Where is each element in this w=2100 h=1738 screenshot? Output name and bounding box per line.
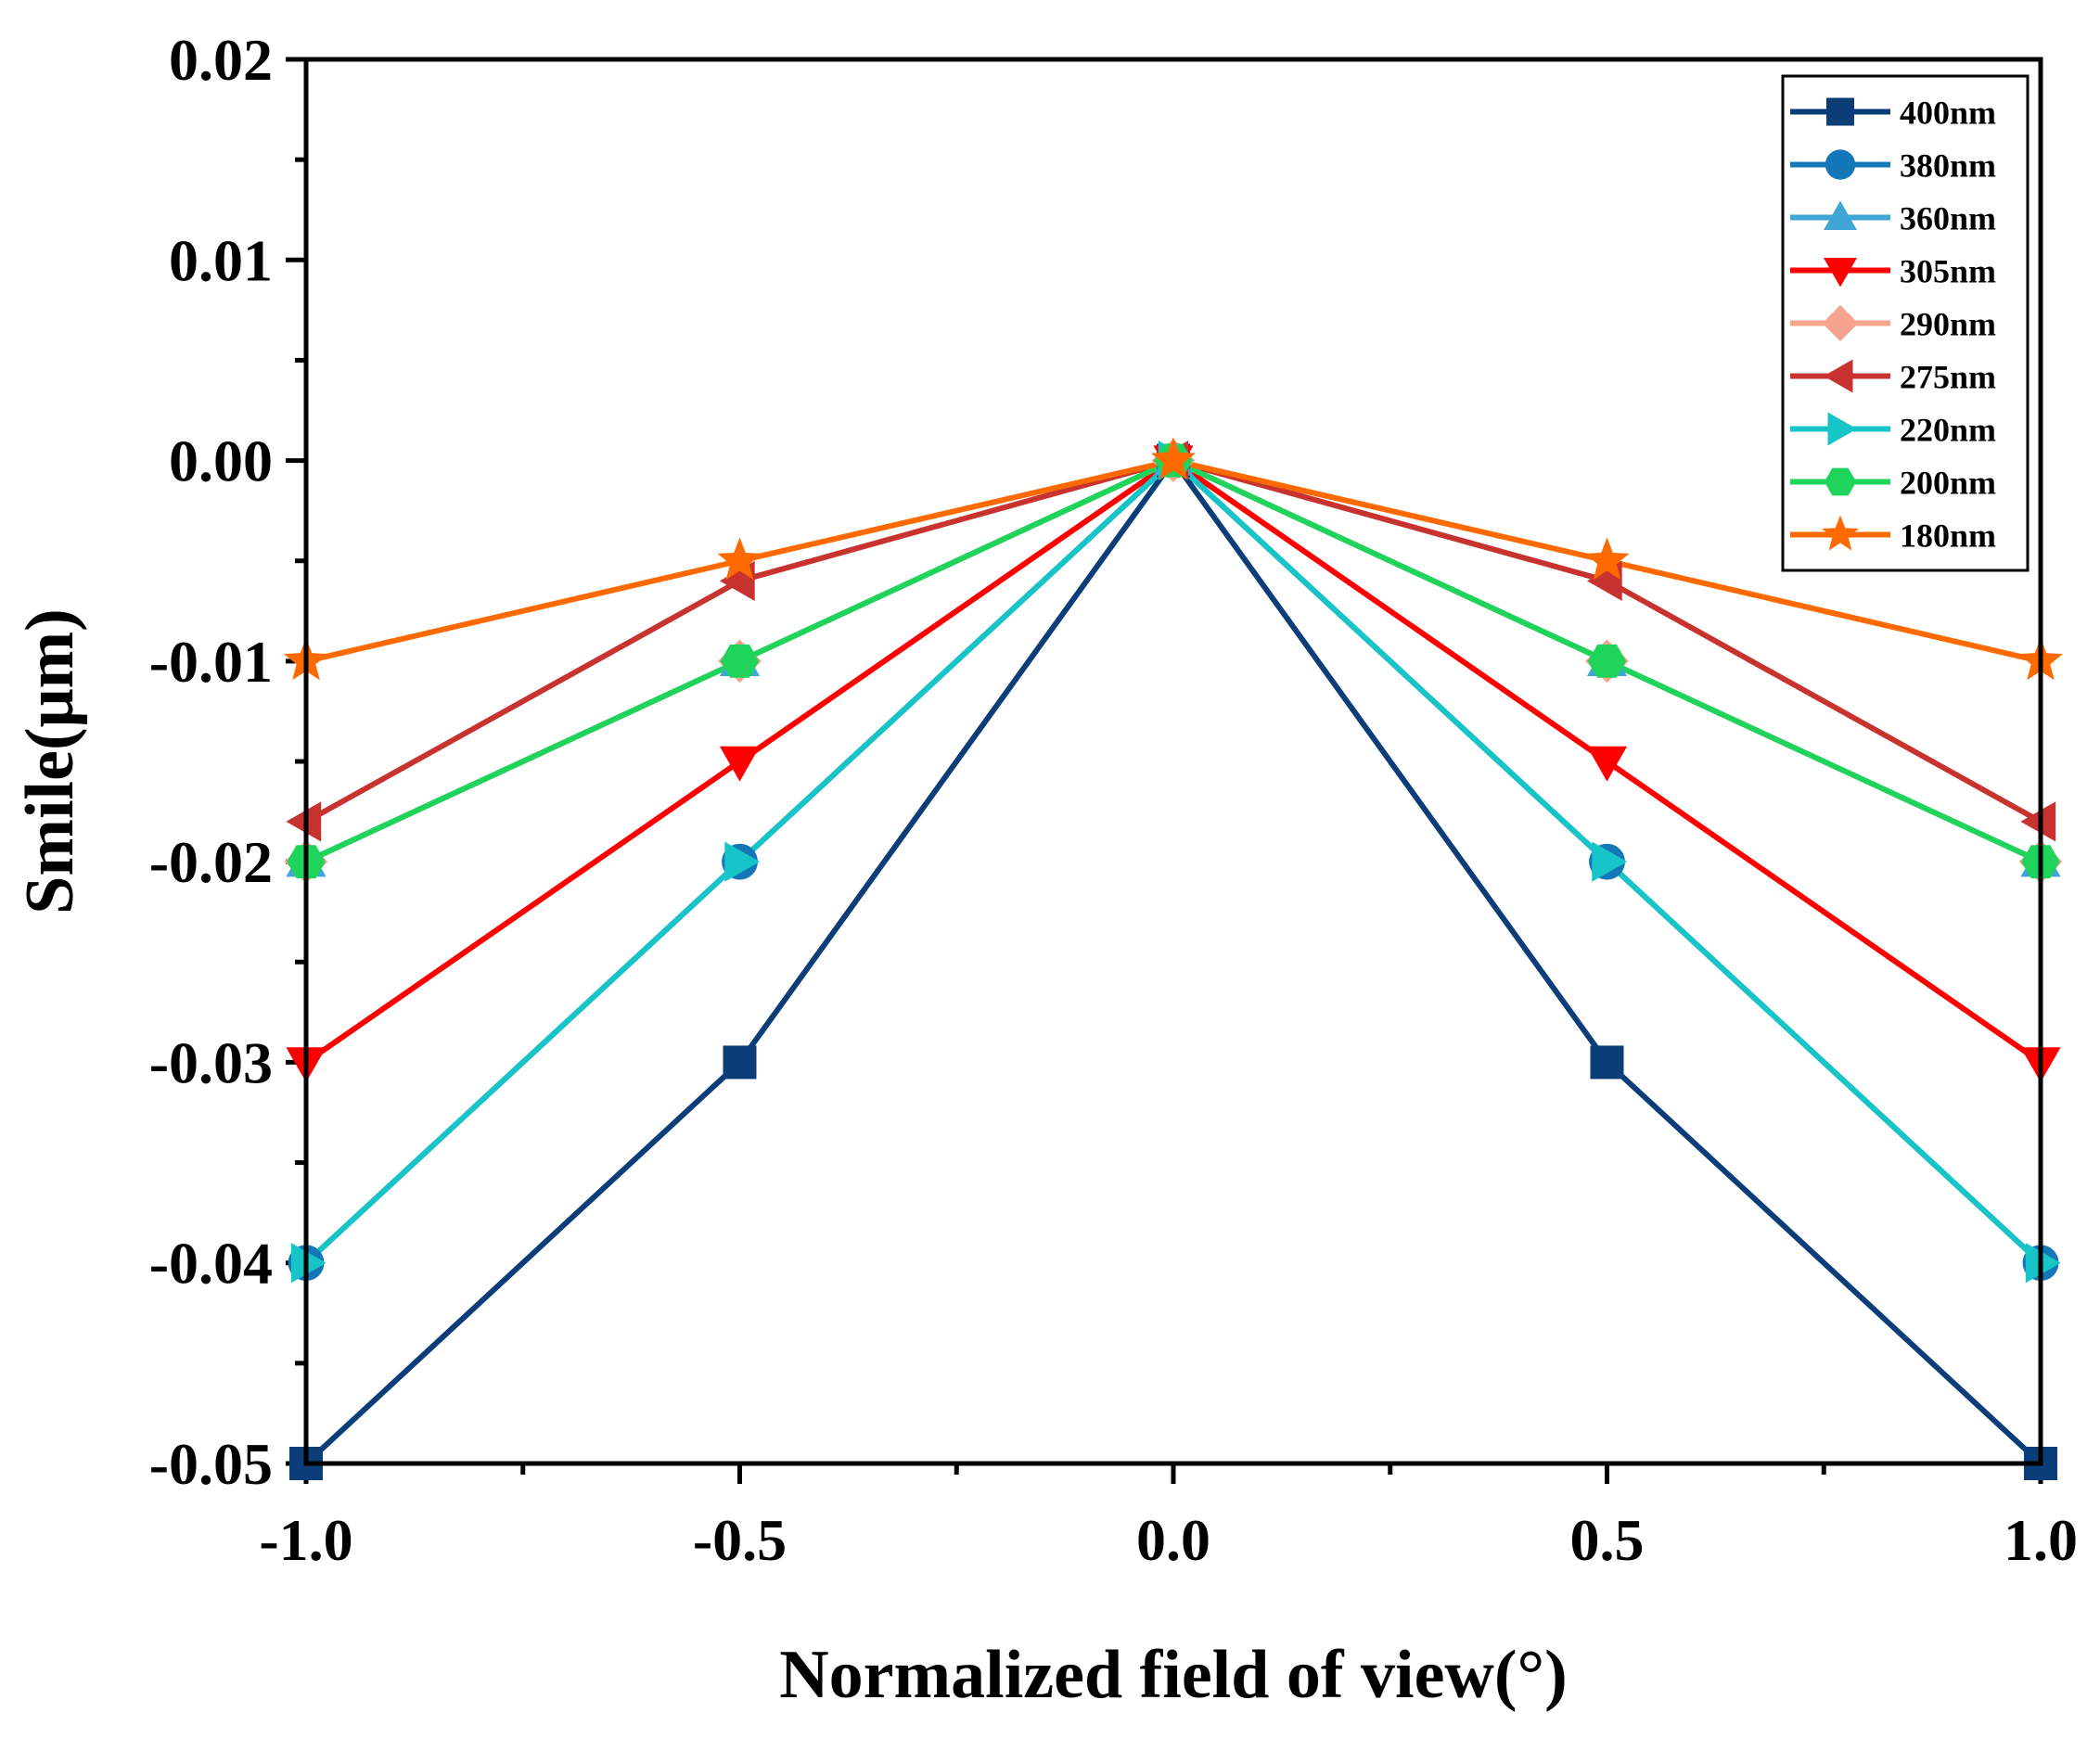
data-point-220nm <box>724 841 761 882</box>
data-point-400nm <box>1590 1045 1624 1080</box>
legend-label-180nm: 180nm <box>1900 518 1996 555</box>
series-line-180nm <box>305 457 2042 664</box>
series-line-275nm <box>304 457 2042 824</box>
legend-marker-380nm <box>1825 149 1856 180</box>
y-tick-label: 0.02 <box>169 27 273 93</box>
series-line-220nm <box>303 457 2043 1265</box>
data-point-200nm <box>1587 644 1627 678</box>
x-tick-label: 0.0 <box>1136 1507 1210 1573</box>
series-line-360nm <box>304 457 2042 864</box>
y-tick-label: -0.04 <box>149 1231 273 1297</box>
y-tick-label: -0.05 <box>149 1431 273 1497</box>
legend-label-380nm: 380nm <box>1900 147 1996 185</box>
legend-label-200nm: 200nm <box>1900 465 1996 502</box>
y-tick-label: 0.01 <box>169 227 273 293</box>
data-point-180nm <box>717 537 762 581</box>
y-tick-label: -0.03 <box>149 1029 273 1095</box>
legend-label-360nm: 360nm <box>1900 200 1996 237</box>
legend-marker-360nm <box>1824 200 1857 230</box>
data-point-220nm <box>2025 1243 2061 1284</box>
series-line-305nm <box>304 457 2042 1065</box>
data-point-180nm <box>1151 437 1196 479</box>
series-line-380nm <box>303 457 2043 1265</box>
legend-marker-200nm <box>1824 467 1857 496</box>
x-tick-label: -1.0 <box>259 1507 352 1573</box>
x-axis-title: Normalized field of view(°) <box>779 1637 1568 1713</box>
data-point-275nm <box>2020 801 2056 842</box>
y-tick-label: -0.01 <box>149 629 273 695</box>
y-axis-title: Smile(μm) <box>12 608 88 914</box>
x-tick-label: 0.5 <box>1570 1507 1645 1573</box>
legend-label-400nm: 400nm <box>1900 95 1996 132</box>
series-line-400nm <box>303 457 2043 1466</box>
legend-marker-220nm <box>1827 412 1857 446</box>
y-tick-label: -0.02 <box>149 829 273 895</box>
legend-marker-290nm <box>1822 305 1859 341</box>
data-point-305nm <box>719 746 761 782</box>
legend-label-290nm: 290nm <box>1900 306 1996 343</box>
data-point-400nm <box>723 1045 757 1080</box>
data-point-220nm <box>1592 841 1628 882</box>
y-axis-ticks: -0.05 -0.04 -0.03 -0.02 -0.01 0.00 0.01 0.02 <box>149 27 306 1497</box>
legend-marker-400nm <box>1826 97 1854 126</box>
data-point-200nm <box>720 644 760 678</box>
legend-marker-180nm <box>1822 515 1859 551</box>
legend: 400nm 380nm 360nm 305nm 290nm 275nm 220nm 200nm… <box>1781 74 2030 572</box>
legend-marker-275nm <box>1824 359 1853 393</box>
legend-marker-305nm <box>1824 258 1857 288</box>
series-markers <box>284 437 2063 1480</box>
data-point-275nm <box>286 801 322 842</box>
series-line-290nm <box>304 457 2042 864</box>
x-axis-ticks: -1.0 -0.5 0.0 0.5 1.0 <box>259 1463 2078 1573</box>
x-tick-label: 1.0 <box>2004 1507 2078 1573</box>
series-line-200nm <box>304 457 2042 864</box>
legend-label-275nm: 275nm <box>1900 359 1996 396</box>
plot-frame <box>303 57 2043 1466</box>
y-tick-label: 0.00 <box>169 428 273 494</box>
x-tick-label: -0.5 <box>693 1507 787 1573</box>
data-point-220nm <box>290 1243 327 1284</box>
legend-label-305nm: 305nm <box>1900 253 1996 290</box>
data-point-180nm <box>1584 537 1630 581</box>
legend-label-220nm: 220nm <box>1900 412 1996 449</box>
data-point-305nm <box>1586 746 1628 782</box>
series-lines <box>303 457 2043 1466</box>
